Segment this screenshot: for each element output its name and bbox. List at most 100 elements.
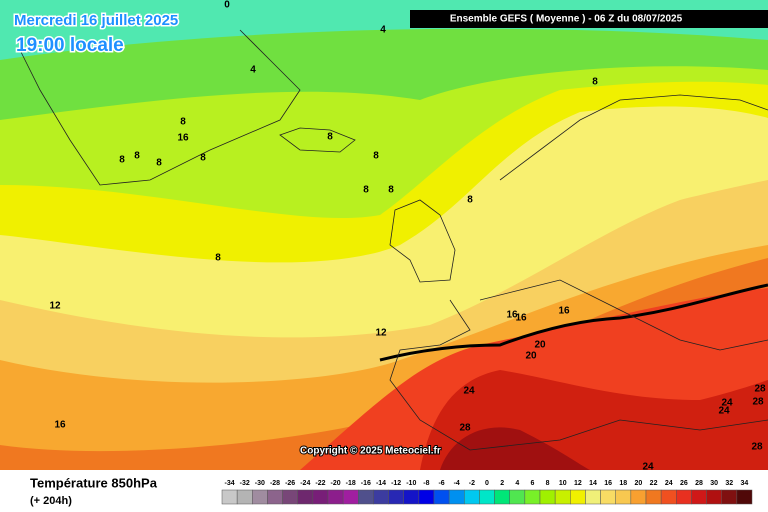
variable-name: Température 850hPa bbox=[30, 475, 158, 490]
scale-label: -34 bbox=[225, 480, 235, 487]
contour-label: 8 bbox=[373, 151, 379, 162]
scale-label: -32 bbox=[240, 480, 250, 487]
scale-label: 8 bbox=[546, 480, 550, 487]
scale-swatch bbox=[312, 489, 329, 505]
scale-swatch bbox=[494, 489, 510, 505]
scale-swatch bbox=[403, 489, 420, 505]
contour-label: 4 bbox=[380, 25, 386, 36]
scale-swatch bbox=[676, 489, 692, 505]
scale-swatch bbox=[327, 489, 344, 505]
band bbox=[440, 427, 590, 470]
contour-label: 24 bbox=[718, 406, 730, 417]
scale-swatch bbox=[433, 489, 450, 505]
scale-label: 12 bbox=[574, 480, 582, 487]
contour-label: 24 bbox=[721, 398, 733, 409]
scale-swatch bbox=[358, 489, 374, 505]
run-info: Ensemble GEFS ( Moyenne ) - 06 Z du 08/0… bbox=[450, 14, 683, 25]
contour-label: 8 bbox=[363, 185, 369, 196]
scale-label: -20 bbox=[331, 480, 341, 487]
iceland-coast bbox=[279, 127, 356, 153]
scale-swatch bbox=[373, 489, 389, 505]
scale-label: -8 bbox=[423, 480, 429, 487]
scale-label: -6 bbox=[438, 480, 444, 487]
scale-label: 18 bbox=[619, 480, 627, 487]
contour-label: 8 bbox=[327, 132, 333, 143]
scale-swatch bbox=[221, 489, 238, 505]
contour-label: 8 bbox=[388, 185, 394, 196]
scale-swatch bbox=[570, 489, 586, 505]
contour-label: 8 bbox=[134, 151, 140, 162]
contour-label: 16 bbox=[558, 306, 570, 317]
contour-label: 8 bbox=[180, 117, 186, 128]
scale-swatch bbox=[736, 489, 753, 505]
scale-swatch bbox=[342, 489, 359, 505]
scale-swatch bbox=[297, 489, 314, 505]
scale-label: -14 bbox=[376, 480, 386, 487]
scale-swatch bbox=[464, 489, 480, 505]
scale-swatch bbox=[524, 489, 541, 505]
scale-label: 34 bbox=[741, 480, 749, 487]
scale-label: 28 bbox=[695, 480, 703, 487]
scale-label: 16 bbox=[604, 480, 612, 487]
scale-swatch bbox=[691, 489, 707, 505]
lead-time: (+ 204h) bbox=[30, 495, 72, 507]
mediterranean-coast bbox=[389, 299, 768, 451]
scale-swatch bbox=[721, 489, 738, 505]
contour-label: 0 bbox=[224, 0, 230, 11]
contour-label: 16 bbox=[54, 420, 66, 431]
contour-label: 12 bbox=[375, 328, 387, 339]
scale-swatch bbox=[645, 489, 662, 505]
map-title: Mercredi 16 juillet 2025 bbox=[14, 12, 178, 29]
coastlines bbox=[19, 29, 768, 451]
scandinavia-coast bbox=[499, 94, 768, 181]
scale-swatch bbox=[388, 489, 404, 505]
map-subtitle: 19:00 locale bbox=[16, 35, 124, 56]
scale-swatch bbox=[236, 489, 253, 505]
britain-coast bbox=[389, 199, 456, 283]
run-bar bbox=[410, 10, 768, 28]
scale-label: -26 bbox=[285, 480, 295, 487]
scale-label: 32 bbox=[725, 480, 733, 487]
contour-label: 28 bbox=[752, 397, 764, 408]
scale-label: 0 bbox=[485, 480, 489, 487]
contour-label: 24 bbox=[463, 386, 475, 397]
isotherm-line bbox=[379, 283, 768, 362]
scale-swatch bbox=[448, 489, 465, 505]
contour-label: 8 bbox=[156, 158, 162, 169]
contour-label: 12 bbox=[49, 301, 61, 312]
scale-label: 20 bbox=[635, 480, 643, 487]
scale-swatch bbox=[267, 489, 283, 505]
contour-label: 8 bbox=[592, 77, 598, 88]
scale-label: 22 bbox=[650, 480, 658, 487]
scale-label: 26 bbox=[680, 480, 688, 487]
scale-label: 30 bbox=[710, 480, 718, 487]
scale-label: 14 bbox=[589, 480, 597, 487]
scale-label: 4 bbox=[515, 480, 519, 487]
scale-label: -24 bbox=[300, 480, 310, 487]
scale-label: 24 bbox=[665, 480, 673, 487]
scale-swatch bbox=[660, 489, 677, 505]
scale-swatch bbox=[252, 489, 268, 505]
contour-label: 8 bbox=[215, 253, 221, 264]
contour-label: 8 bbox=[119, 155, 125, 166]
contour-label: 28 bbox=[751, 442, 763, 453]
scale-label: -30 bbox=[255, 480, 265, 487]
europe-borders bbox=[479, 279, 768, 351]
scale-swatch bbox=[706, 489, 722, 505]
contour-label: 16 bbox=[177, 133, 189, 144]
contour-label: 28 bbox=[754, 384, 766, 395]
scale-swatch bbox=[418, 489, 435, 505]
temperature-field bbox=[0, 0, 768, 471]
scale-label: -18 bbox=[346, 480, 356, 487]
contour-label: 28 bbox=[459, 423, 471, 434]
scale-label: 10 bbox=[559, 480, 567, 487]
scale-swatch bbox=[282, 489, 298, 505]
scale-swatch bbox=[585, 489, 601, 505]
contour-label: 16 bbox=[515, 313, 527, 324]
scale-label: -10 bbox=[406, 480, 416, 487]
scale-swatch bbox=[539, 489, 556, 505]
scale-label: -16 bbox=[361, 480, 371, 487]
